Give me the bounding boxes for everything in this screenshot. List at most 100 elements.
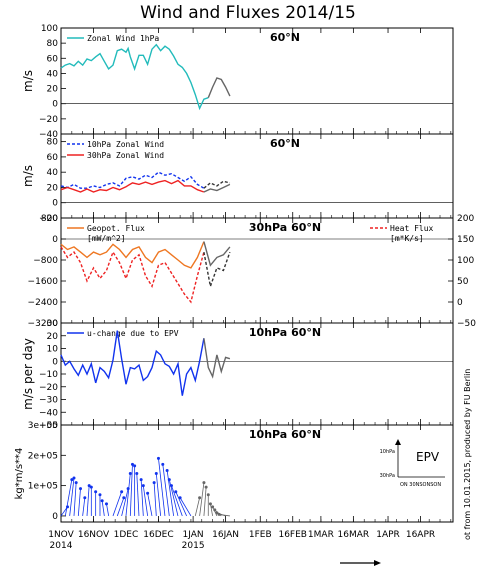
- y-axis-label: m/s: [21, 165, 35, 187]
- x-tick-label: 16MAR: [338, 530, 370, 540]
- vector-arrow: [64, 479, 73, 517]
- vector-head: [78, 487, 82, 491]
- y-axis-label: m/s: [21, 70, 35, 92]
- panel-p5: 0 1e+05 2e+05 3e+05 kg*m/s**4 10hPa 60°N EPV 10…: [14, 421, 454, 523]
- y-right-tick-label: 50: [457, 277, 469, 287]
- y-axis-label: kg*m/s**4: [14, 448, 25, 500]
- vector-head: [104, 502, 108, 506]
- series-line: [203, 241, 231, 267]
- vector-arrow: [171, 485, 183, 517]
- vector-arrow: [203, 487, 207, 516]
- x-tick-sublabel: 2014: [50, 541, 73, 551]
- legend-label: Geopot. Flux: [87, 224, 145, 233]
- vector-head: [208, 502, 212, 506]
- legend-unit: [m*K/s]: [390, 234, 424, 243]
- vector-head: [206, 493, 210, 497]
- series-line: [60, 246, 205, 304]
- vector-head: [161, 462, 165, 466]
- vector-arrow: [77, 488, 81, 516]
- vector-head: [72, 476, 76, 480]
- y-tick-label: 3e+05: [28, 421, 58, 431]
- y-axis-label: m/s per day: [21, 338, 35, 410]
- panel-title: 30hPa 60°N: [249, 221, 321, 234]
- series-line: [207, 77, 231, 98]
- inset-label: EPV: [416, 450, 440, 464]
- y-tick-label: −20: [39, 214, 58, 224]
- panel-p3: −3200 −2400 −1600 −800 0 800 −50 0 50 100 150 200 30…: [28, 214, 477, 329]
- panel-title: 60°N: [270, 31, 300, 44]
- y-tick-label: 800: [41, 214, 58, 224]
- vector-head: [130, 462, 134, 466]
- legend-label: Heat Flux: [390, 224, 434, 233]
- y-tick-label: −1600: [28, 277, 59, 287]
- vector-head: [165, 468, 169, 472]
- x-tick-label: 1JAN: [183, 530, 204, 540]
- vector-arrow: [136, 473, 140, 516]
- vector-head: [89, 485, 93, 489]
- y-right-tick-label: −50: [457, 319, 476, 329]
- bottom-arrow: [340, 560, 381, 566]
- series-line: [60, 171, 205, 189]
- y-tick-label: 10: [47, 345, 59, 355]
- panel-frame: [60, 424, 454, 523]
- vector-head: [152, 481, 156, 485]
- y-tick-label: 100: [41, 24, 58, 34]
- vector-head: [202, 481, 206, 485]
- y-tick-label: 0: [52, 235, 58, 245]
- vector-arrow: [86, 485, 90, 516]
- y-tick-label: 1e+05: [28, 482, 58, 492]
- vector-head: [215, 511, 219, 515]
- y-tick-label: 20: [47, 183, 59, 193]
- vector-head: [87, 484, 91, 488]
- vector-arrow: [125, 473, 131, 516]
- panel-p2: −20 0 20 40 60 80 m/s 60°N 10hPa Zonal Wind 30hPa…: [21, 133, 454, 224]
- panel-p4: −50 −40 −30 −20 −10 0 10 20 30 m/s per day 10hPa 6…: [21, 319, 454, 431]
- y-tick-label: −20: [39, 115, 58, 125]
- vector-head: [213, 508, 217, 512]
- x-tick-label: 16JAN: [212, 530, 239, 540]
- vector-arrow: [101, 500, 105, 516]
- vector-head: [174, 490, 178, 494]
- vector-arrow: [158, 458, 166, 516]
- vector-arrow: [210, 503, 213, 517]
- y-tick-label: 40: [47, 69, 59, 79]
- panel-title: 60°N: [270, 137, 300, 150]
- y-tick-label: 80: [47, 138, 59, 148]
- vector-arrow: [175, 491, 187, 517]
- y-tick-label: 40: [47, 168, 59, 178]
- vector-head: [83, 496, 87, 500]
- vector-head: [156, 456, 160, 460]
- y-tick-label: 20: [47, 332, 59, 342]
- vector-head: [167, 478, 171, 482]
- y-tick-label: −40: [39, 130, 58, 140]
- vector-arrow: [142, 485, 149, 516]
- vector-arrow: [199, 482, 205, 516]
- x-tick-label: 16DEC: [143, 530, 173, 540]
- vector-head: [141, 484, 145, 488]
- x-tick-sublabel: 2015: [182, 541, 205, 551]
- vector-head: [94, 490, 98, 494]
- main-title: Wind and Fluxes 2014/15: [140, 3, 356, 23]
- panel-title: 10hPa 60°N: [249, 326, 321, 339]
- legend-label: Zonal Wind 1hPa: [87, 34, 159, 43]
- legend-label: 10hPa Zonal Wind: [87, 140, 164, 149]
- inset-ybottom: 30hPa: [380, 473, 395, 479]
- vector-arrow: [69, 478, 75, 516]
- y-right-tick-label: 200: [457, 214, 474, 224]
- vector-head: [122, 496, 126, 500]
- vector-head: [169, 484, 173, 488]
- series-line: [203, 251, 231, 289]
- vector-head: [154, 472, 158, 475]
- vector-head: [100, 499, 104, 503]
- vector-head: [70, 478, 74, 482]
- vector-head: [211, 505, 215, 509]
- vector-head: [217, 512, 221, 516]
- y-tick-label: 80: [47, 39, 59, 49]
- y-tick-label: 30: [47, 319, 59, 329]
- legend-unit: [mW/m^2]: [87, 234, 126, 243]
- y-right-tick-label: 100: [457, 256, 474, 266]
- x-tick-label: 1APR: [376, 530, 400, 540]
- y-right-tick-label: 150: [457, 235, 474, 245]
